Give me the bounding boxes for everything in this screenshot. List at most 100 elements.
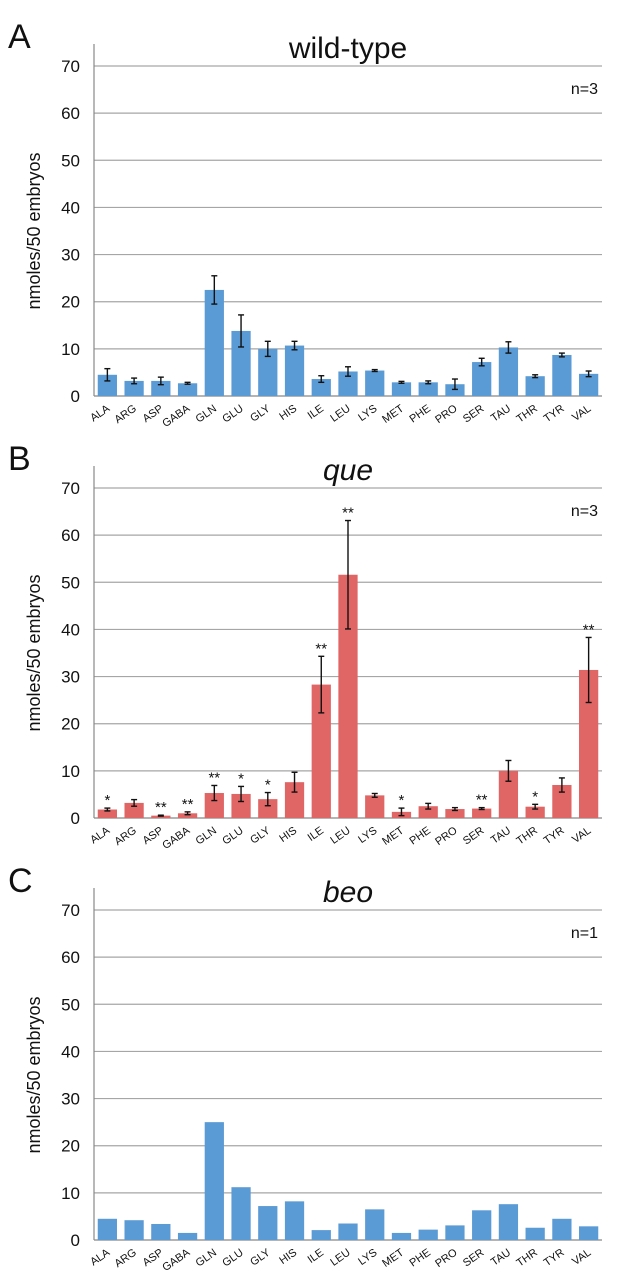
bar-arg <box>124 802 144 818</box>
x-tick-label: ARG <box>112 1247 138 1271</box>
y-tick-label: 10 <box>61 1184 80 1203</box>
x-tick-label: TYR <box>542 825 567 847</box>
chart-title: beo <box>323 876 373 909</box>
bar-tau <box>498 347 519 396</box>
bar-tau <box>498 770 519 818</box>
chart-title: wild-type <box>288 32 407 65</box>
x-tick-label: GABA <box>160 1246 192 1274</box>
y-tick-label: 30 <box>61 668 80 687</box>
significance-marker: * <box>532 788 538 805</box>
significance-marker: * <box>104 792 110 809</box>
x-tick-label: ARG <box>112 403 138 427</box>
x-tick-label: PHE <box>408 825 433 848</box>
bar-glu <box>231 330 251 396</box>
x-tick-label: VAL <box>570 403 593 424</box>
x-tick-label: GLN <box>194 1247 219 1270</box>
x-tick-label: ALA <box>88 824 112 846</box>
x-tick-label: SER <box>461 825 486 848</box>
x-tick-label: LYS <box>356 403 379 424</box>
bar-leu <box>338 1223 358 1240</box>
x-tick-label: TAU <box>489 1247 513 1269</box>
x-tick-label: LYS <box>356 1247 379 1268</box>
y-tick-label: 30 <box>61 1090 80 1109</box>
x-tick-label: GLU <box>220 825 245 848</box>
bar-ser <box>472 808 492 818</box>
y-tick-label: 0 <box>71 387 80 406</box>
bar-leu <box>338 371 358 396</box>
bar-thr <box>525 376 545 396</box>
y-tick-label: 10 <box>61 762 80 781</box>
chart-title: que <box>323 454 373 487</box>
y-tick-label: 40 <box>61 1042 80 1061</box>
bar-pro <box>445 1225 465 1240</box>
bar-ser <box>472 362 492 396</box>
bar-his <box>284 345 305 396</box>
bar-met <box>391 382 412 396</box>
x-tick-label: HIS <box>277 403 299 423</box>
bar-leu <box>338 574 358 818</box>
significance-marker: * <box>399 792 405 809</box>
significance-marker: ** <box>208 769 220 786</box>
y-tick-label: 0 <box>71 1231 80 1250</box>
x-tick-label: GLN <box>194 403 219 426</box>
y-tick-label: 40 <box>61 198 80 217</box>
x-tick-label: SER <box>461 403 486 426</box>
x-tick-label: TYR <box>542 1247 567 1269</box>
bar-ile <box>311 1230 331 1240</box>
bar-tau <box>498 1204 519 1240</box>
y-axis-label: nmoles/50 embryos <box>24 996 44 1153</box>
bar-ala <box>97 1218 117 1240</box>
bar-ala <box>97 809 117 818</box>
bar-his <box>284 782 305 818</box>
x-tick-label: MET <box>380 824 406 847</box>
x-tick-label: THR <box>514 403 539 426</box>
sample-size-label: n=1 <box>571 925 598 942</box>
bar-asp <box>151 1223 171 1240</box>
y-tick-label: 20 <box>61 715 80 734</box>
bar-phe <box>418 1229 438 1240</box>
x-tick-label: TAU <box>489 403 513 425</box>
significance-marker: ** <box>315 640 327 657</box>
bar-ile <box>311 684 331 818</box>
bar-glu <box>231 793 251 818</box>
y-tick-label: 30 <box>61 246 80 265</box>
x-tick-label: VAL <box>570 1247 593 1268</box>
bar-lys <box>365 795 385 818</box>
bar-thr <box>525 806 545 818</box>
y-tick-label: 50 <box>61 995 80 1014</box>
x-tick-label: THR <box>514 825 539 848</box>
bar-gly <box>258 1206 278 1240</box>
significance-marker: ** <box>342 505 354 522</box>
bar-glu <box>231 1187 251 1240</box>
y-tick-label: 50 <box>61 151 80 170</box>
x-tick-label: MET <box>380 402 406 425</box>
x-tick-label: PHE <box>408 403 433 426</box>
y-tick-label: 70 <box>61 901 80 920</box>
bar-val <box>579 669 599 818</box>
significance-marker: ** <box>182 796 194 813</box>
bar-gln <box>204 289 224 396</box>
bar-asp <box>151 815 171 818</box>
y-tick-label: 70 <box>61 57 80 76</box>
x-tick-label: SER <box>461 1247 486 1270</box>
significance-marker: * <box>238 770 244 787</box>
panel-letter: B <box>8 440 31 478</box>
bar-met <box>391 1232 412 1240</box>
x-tick-label: LEU <box>328 1247 352 1269</box>
y-tick-label: 70 <box>61 479 80 498</box>
x-tick-label: TYR <box>542 403 567 425</box>
bar-phe <box>418 806 438 818</box>
x-tick-label: VAL <box>570 825 593 846</box>
x-tick-label: HIS <box>277 1247 299 1267</box>
x-tick-label: PRO <box>433 402 460 426</box>
bar-lys <box>365 370 385 396</box>
x-tick-label: GLN <box>194 825 219 848</box>
x-tick-label: PHE <box>408 1247 433 1270</box>
y-tick-label: 60 <box>61 104 80 123</box>
x-tick-label: ARG <box>112 825 138 849</box>
x-tick-label: ILE <box>306 825 326 844</box>
bar-gaba <box>177 813 198 818</box>
